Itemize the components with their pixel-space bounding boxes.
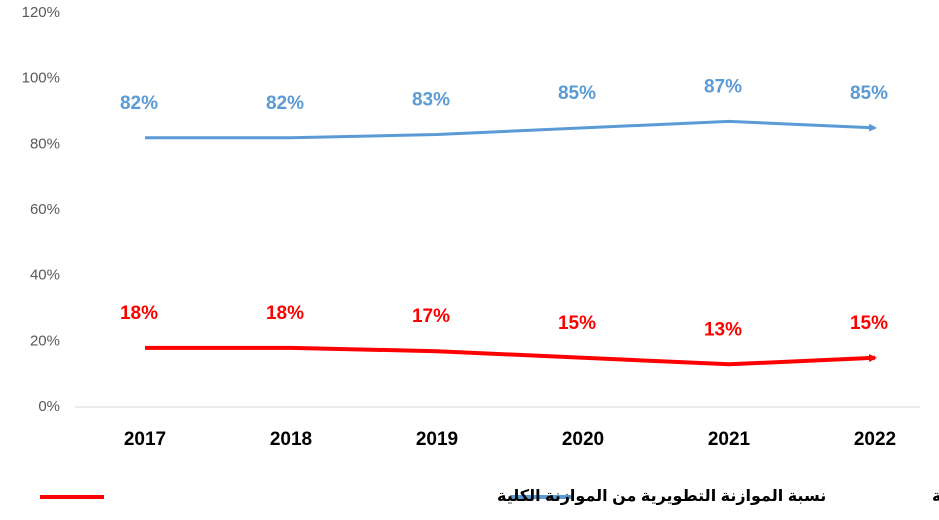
x-tick-label: 2017 xyxy=(124,429,166,450)
data-label: 82% xyxy=(266,93,304,114)
y-tick-label: 20% xyxy=(30,332,60,349)
data-label: 85% xyxy=(850,83,888,104)
data-label: 18% xyxy=(120,303,158,324)
x-tick-label: 2021 xyxy=(708,429,751,450)
series-line xyxy=(145,119,877,140)
data-label: 85% xyxy=(558,83,596,104)
y-tick-label: 40% xyxy=(30,267,60,284)
x-tick-label: 2020 xyxy=(562,429,604,450)
x-tick-label: 2022 xyxy=(854,429,896,450)
x-tick-label: 2019 xyxy=(416,429,458,450)
legend-label: نسبة الموازنة التطويرية من الموازنة الكل… xyxy=(497,488,826,505)
y-tick-label: 80% xyxy=(30,135,60,152)
series-line xyxy=(145,345,877,367)
data-label: 17% xyxy=(412,306,450,327)
data-label: 82% xyxy=(120,93,158,114)
data-label: 18% xyxy=(266,303,304,324)
data-label: 15% xyxy=(558,313,596,334)
data-label: 15% xyxy=(850,313,888,334)
y-tick-label: 120% xyxy=(22,4,60,21)
y-tick-label: 0% xyxy=(38,398,60,415)
y-tick-label: 100% xyxy=(22,70,60,87)
data-label: 13% xyxy=(704,319,742,340)
y-tick-label: 60% xyxy=(30,201,60,218)
data-label: 83% xyxy=(412,89,450,110)
data-label: 87% xyxy=(704,76,742,97)
legend-label: نسبة الموازنة التشغيلية من الموازنة الكل… xyxy=(932,488,939,505)
x-tick-label: 2018 xyxy=(270,429,312,450)
